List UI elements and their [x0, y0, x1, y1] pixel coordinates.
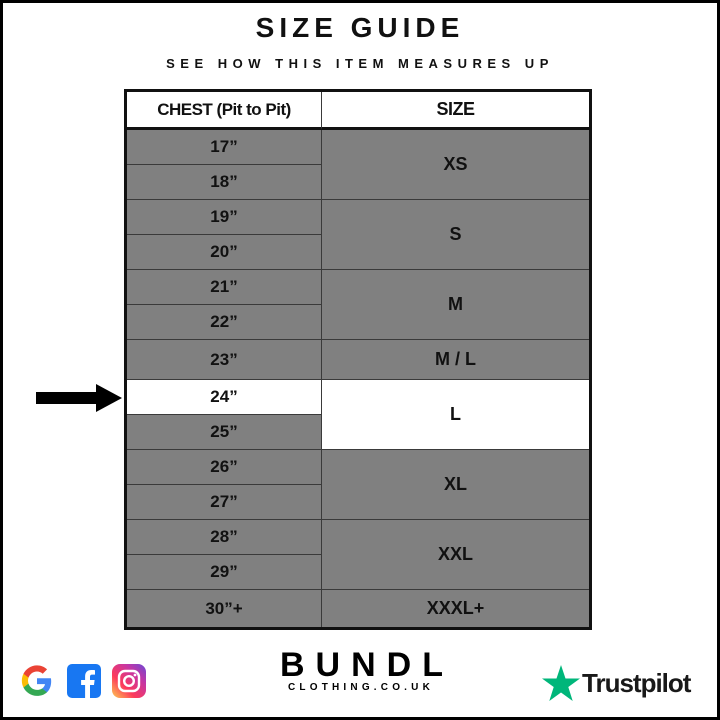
trustpilot-label: Trustpilot [582, 667, 691, 698]
page-title: SIZE GUIDE [255, 12, 465, 43]
chest-cell: 29” [127, 555, 322, 590]
trustpilot-logo[interactable]: Trustpilot [542, 665, 691, 701]
chest-cell: 27” [127, 485, 322, 520]
size-cell: XL [322, 450, 589, 520]
header-chest: CHEST (Pit to Pit) [127, 92, 322, 130]
size-cell: XS [322, 130, 589, 200]
brand-url: CLOTHING.CO.UK [287, 682, 435, 693]
brand-name: BUNDL [280, 646, 454, 684]
chest-cell: 30”+ [127, 590, 322, 627]
size-cell: L [322, 380, 589, 450]
size-table: CHEST (Pit to Pit) SIZE 17” 18” 19” 20” 21” 2… [124, 89, 592, 630]
chest-cell: 23” [127, 340, 322, 380]
size-cell: M [322, 270, 589, 340]
google-icon[interactable] [20, 664, 54, 698]
arrow-right-icon [36, 384, 122, 412]
chest-cell: 19” [127, 200, 322, 235]
chest-cell: 21” [127, 270, 322, 305]
instagram-icon[interactable] [112, 664, 146, 698]
size-cell: M / L [322, 340, 589, 380]
chest-cell: 18” [127, 165, 322, 200]
size-cell: S [322, 200, 589, 270]
chest-cell: 20” [127, 235, 322, 270]
size-cell: XXL [322, 520, 589, 590]
page-subtitle: SEE HOW THIS ITEM MEASURES UP [166, 56, 554, 71]
chest-cell: 22” [127, 305, 322, 340]
chest-cell: 25” [127, 415, 322, 450]
star-icon [542, 665, 580, 701]
chest-cell: 26” [127, 450, 322, 485]
header-size: SIZE [322, 92, 589, 130]
chest-cell: 24” [127, 380, 322, 415]
facebook-icon[interactable] [67, 664, 101, 698]
bundl-logo: BUNDL CLOTHING.CO.UK [280, 648, 443, 694]
chest-cell: 28” [127, 520, 322, 555]
size-cell: XXXL+ [426, 598, 485, 618]
chest-cell: 17” [127, 130, 322, 165]
